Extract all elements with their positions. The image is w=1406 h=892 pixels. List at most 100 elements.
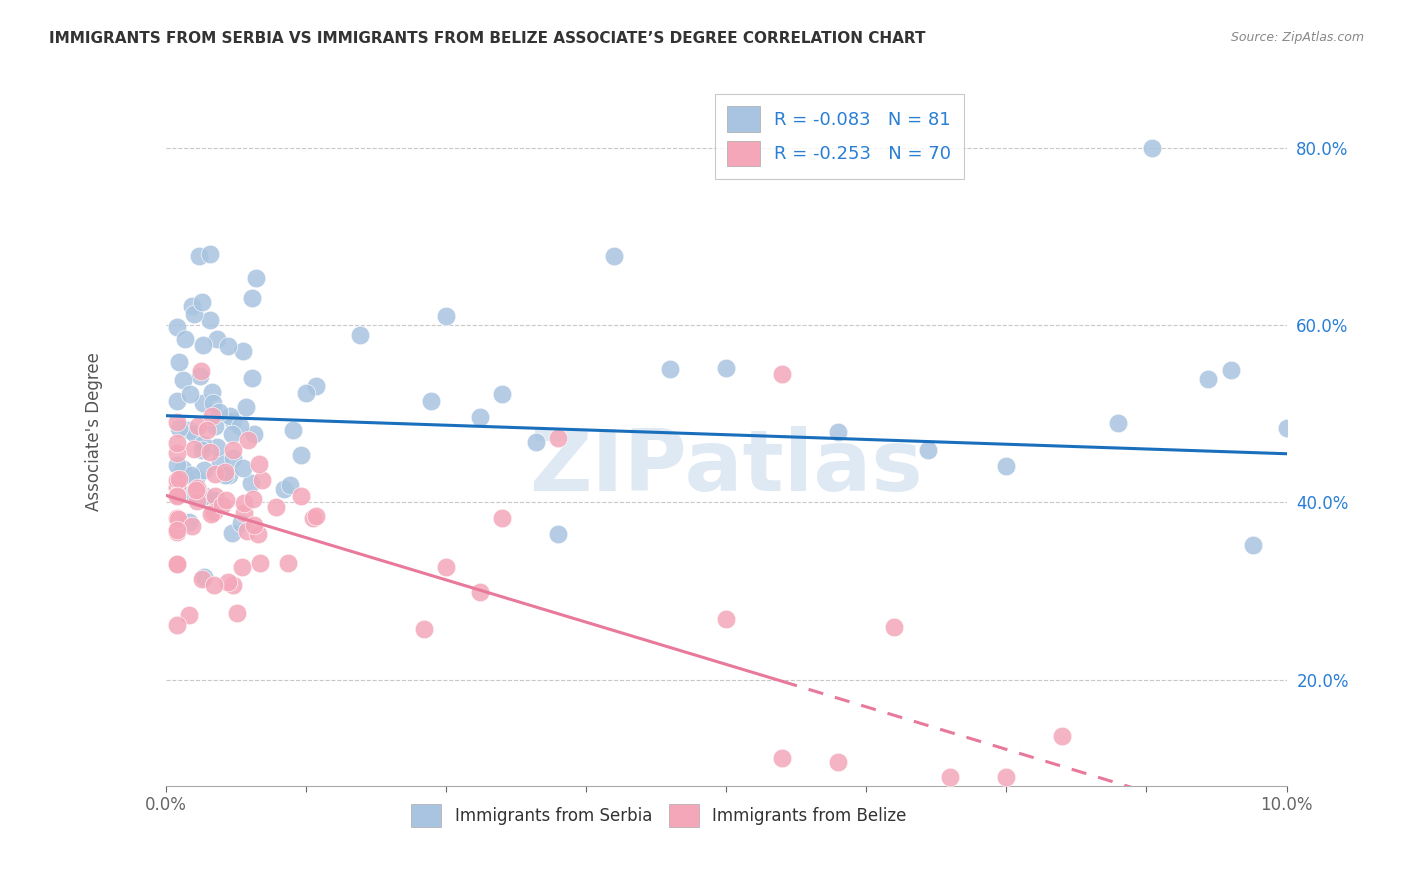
Point (883, 620, 905, 634)
Point (166, 511, 188, 525)
Point (236, 524, 259, 538)
Point (172, 373, 194, 387)
Point (188, 249, 211, 263)
Point (200, 507, 222, 521)
Point (659, 362, 682, 376)
Point (166, 446, 188, 460)
Point (190, 364, 212, 378)
Point (524, 434, 547, 449)
Point (183, 425, 205, 440)
Point (214, 468, 236, 483)
Point (290, 449, 312, 463)
Point (827, 755, 849, 769)
Point (547, 526, 569, 541)
Point (247, 527, 270, 541)
Point (278, 478, 301, 492)
Point (201, 505, 224, 519)
Point (247, 457, 270, 471)
Point (434, 560, 457, 574)
Point (302, 511, 325, 525)
Point (1140, 141, 1163, 155)
Point (245, 271, 267, 285)
Point (167, 512, 190, 526)
Point (194, 489, 217, 503)
Point (420, 394, 443, 409)
Point (229, 419, 252, 434)
Point (214, 465, 236, 479)
Point (218, 468, 240, 483)
Point (204, 418, 226, 433)
Point (208, 455, 231, 469)
Point (290, 489, 312, 503)
Point (174, 332, 197, 346)
Point (193, 463, 215, 477)
Point (273, 482, 295, 496)
Point (434, 309, 457, 323)
Point (166, 490, 188, 504)
Point (277, 556, 299, 570)
Point (232, 344, 254, 359)
Point (166, 557, 188, 571)
Point (349, 327, 371, 342)
Point (202, 493, 225, 508)
Point (225, 606, 247, 620)
Point (204, 467, 226, 481)
Point (188, 368, 211, 383)
Point (166, 480, 188, 494)
Point (167, 421, 190, 435)
Point (166, 488, 188, 502)
Point (235, 401, 257, 415)
Point (166, 473, 188, 487)
Point (202, 577, 225, 591)
Point (412, 622, 434, 636)
Point (218, 409, 240, 423)
Point (166, 436, 188, 450)
Point (468, 584, 491, 599)
Point (222, 451, 245, 466)
Point (177, 423, 200, 437)
Point (770, 750, 793, 764)
Point (191, 396, 214, 410)
Point (1197, 371, 1219, 385)
Point (186, 493, 208, 508)
Point (166, 458, 188, 472)
Legend: Immigrants from Serbia, Immigrants from Belize: Immigrants from Serbia, Immigrants from … (405, 797, 912, 834)
Point (232, 496, 254, 510)
Point (221, 426, 243, 441)
Point (491, 510, 513, 524)
Point (242, 291, 264, 305)
Point (217, 575, 239, 590)
Point (714, 361, 737, 376)
Point (208, 405, 231, 419)
Point (191, 295, 214, 310)
Point (202, 505, 225, 519)
Point (547, 431, 569, 445)
Point (231, 516, 253, 530)
Point (183, 307, 205, 321)
Point (166, 481, 188, 495)
Point (232, 461, 254, 475)
Point (180, 468, 202, 483)
Point (191, 437, 214, 451)
Point (198, 445, 221, 459)
Point (714, 612, 737, 626)
Point (204, 489, 226, 503)
Point (995, 770, 1018, 784)
Point (186, 481, 208, 495)
Point (166, 416, 188, 430)
Point (190, 572, 212, 586)
Point (198, 313, 221, 327)
Point (305, 379, 328, 393)
Point (187, 419, 209, 434)
Point (603, 249, 626, 263)
Text: Source: ZipAtlas.com: Source: ZipAtlas.com (1230, 31, 1364, 45)
Point (187, 483, 209, 498)
Point (181, 299, 204, 313)
Point (184, 483, 207, 497)
Point (1108, 416, 1130, 430)
Point (491, 386, 513, 401)
Point (222, 414, 245, 428)
Point (179, 515, 201, 529)
Point (181, 519, 204, 533)
Point (166, 393, 188, 408)
